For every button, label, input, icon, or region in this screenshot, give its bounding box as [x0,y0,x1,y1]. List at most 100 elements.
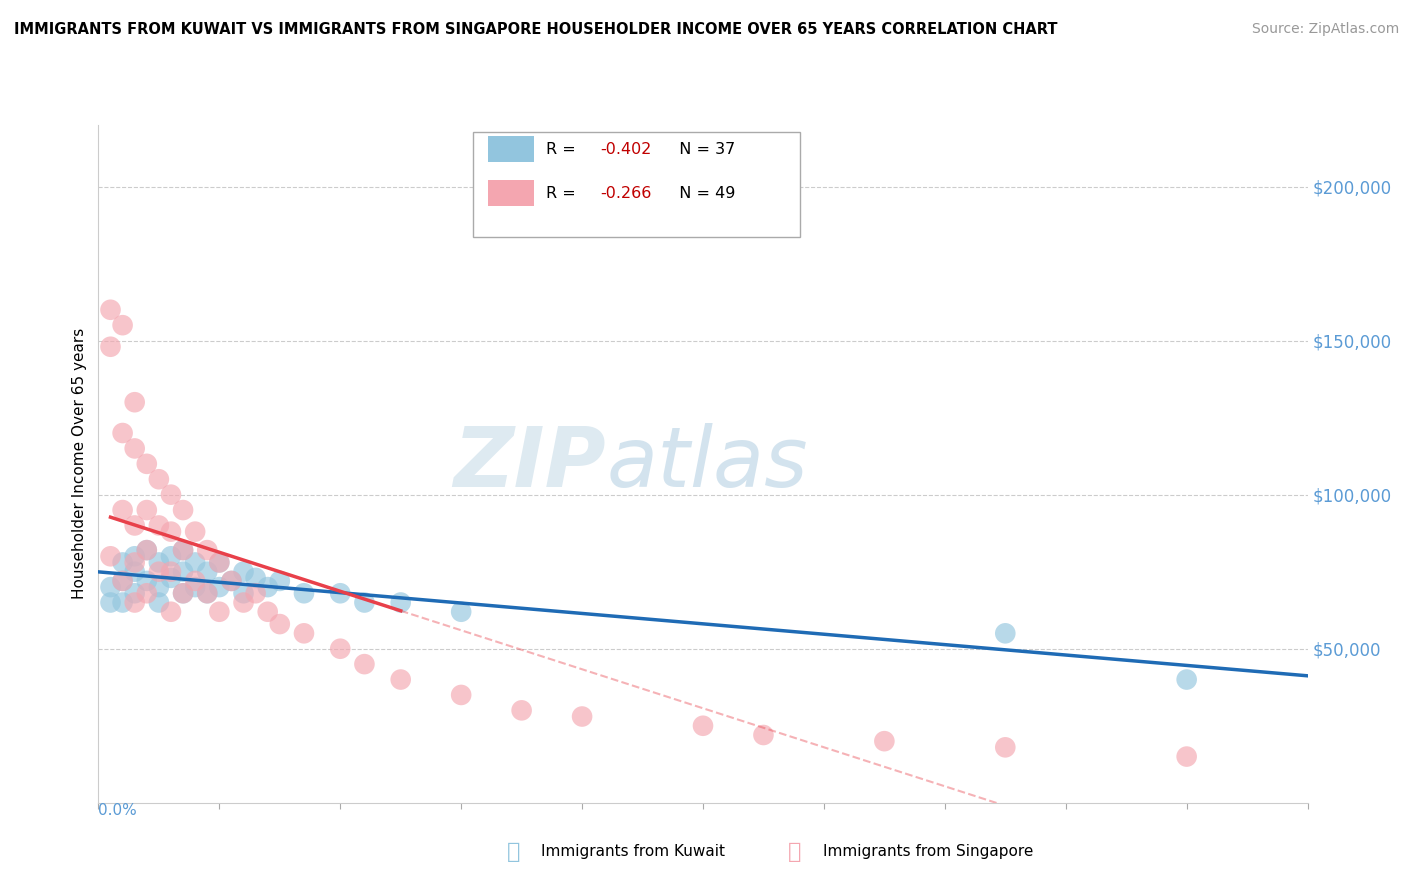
Point [100,595,122,609]
Point [100,340,122,354]
Point [111,503,134,517]
Point [135,543,157,558]
Point [135,586,157,600]
Point [245,571,267,585]
Point [124,565,146,579]
Text: Immigrants from Kuwait: Immigrants from Kuwait [541,845,725,859]
Point [172,543,194,558]
Point [135,503,157,517]
Point [135,457,157,471]
Text: Immigrants from Singapore: Immigrants from Singapore [823,845,1033,859]
Point [124,556,146,570]
Point [172,503,194,517]
Point [160,571,183,585]
Point [269,617,291,632]
Point [195,586,218,600]
Point [111,556,134,570]
Point [124,595,146,609]
Point [111,595,134,609]
Point [135,543,157,558]
Point [195,543,218,558]
Point [353,595,375,609]
Text: IMMIGRANTS FROM KUWAIT VS IMMIGRANTS FROM SINGAPORE HOUSEHOLDER INCOME OVER 65 Y: IMMIGRANTS FROM KUWAIT VS IMMIGRANTS FRO… [14,22,1057,37]
Point [329,641,352,656]
Point [124,518,146,533]
Point [124,395,146,409]
Point [111,318,134,333]
Point [389,673,412,687]
Point [1175,673,1198,687]
Bar [488,180,534,206]
Point [148,580,170,594]
Point [256,580,278,594]
Point [353,657,375,672]
Text: ZIP: ZIP [454,424,606,504]
Point [292,586,315,600]
Point [208,605,231,619]
Text: atlas: atlas [606,424,808,504]
FancyBboxPatch shape [474,132,800,236]
Point [160,524,183,539]
Point [172,565,194,579]
Point [111,425,134,440]
Point [148,556,170,570]
Point [195,586,218,600]
Point [994,740,1017,755]
Point [148,518,170,533]
Point [208,556,231,570]
Point [232,595,254,609]
Point [195,565,218,579]
Point [510,703,533,717]
Point [1175,749,1198,764]
Point [160,605,183,619]
Point [245,586,267,600]
Point [450,605,472,619]
Point [994,626,1017,640]
Text: 0.0%: 0.0% [98,803,138,818]
Point [292,626,315,640]
Text: R =: R = [546,142,581,157]
Point [752,728,775,742]
Point [111,574,134,588]
Point [100,302,122,317]
Point [269,574,291,588]
Point [389,595,412,609]
Text: -0.266: -0.266 [600,186,651,201]
Point [692,719,714,733]
Point [208,556,231,570]
Point [184,556,207,570]
Point [148,472,170,486]
Bar [488,136,534,162]
Point [100,549,122,564]
Point [232,586,254,600]
Point [100,580,122,594]
Point [873,734,896,748]
Point [148,595,170,609]
Point [571,709,593,723]
Point [184,580,207,594]
Text: -0.402: -0.402 [600,142,651,157]
Y-axis label: Householder Income Over 65 years: Householder Income Over 65 years [72,328,87,599]
Text: N = 49: N = 49 [669,186,735,201]
Point [329,586,352,600]
Point [184,524,207,539]
Point [124,549,146,564]
Text: Source: ZipAtlas.com: Source: ZipAtlas.com [1251,22,1399,37]
Point [232,565,254,579]
Point [124,442,146,456]
Text: N = 37: N = 37 [669,142,735,157]
Point [160,488,183,502]
Text: ⬛: ⬛ [506,842,520,862]
Point [172,543,194,558]
Point [208,580,231,594]
Point [135,574,157,588]
Point [256,605,278,619]
Text: ⬛: ⬛ [787,842,801,862]
Point [111,574,134,588]
Point [160,565,183,579]
Point [172,586,194,600]
Point [221,574,243,588]
Point [450,688,472,702]
Point [160,549,183,564]
Text: R =: R = [546,186,581,201]
